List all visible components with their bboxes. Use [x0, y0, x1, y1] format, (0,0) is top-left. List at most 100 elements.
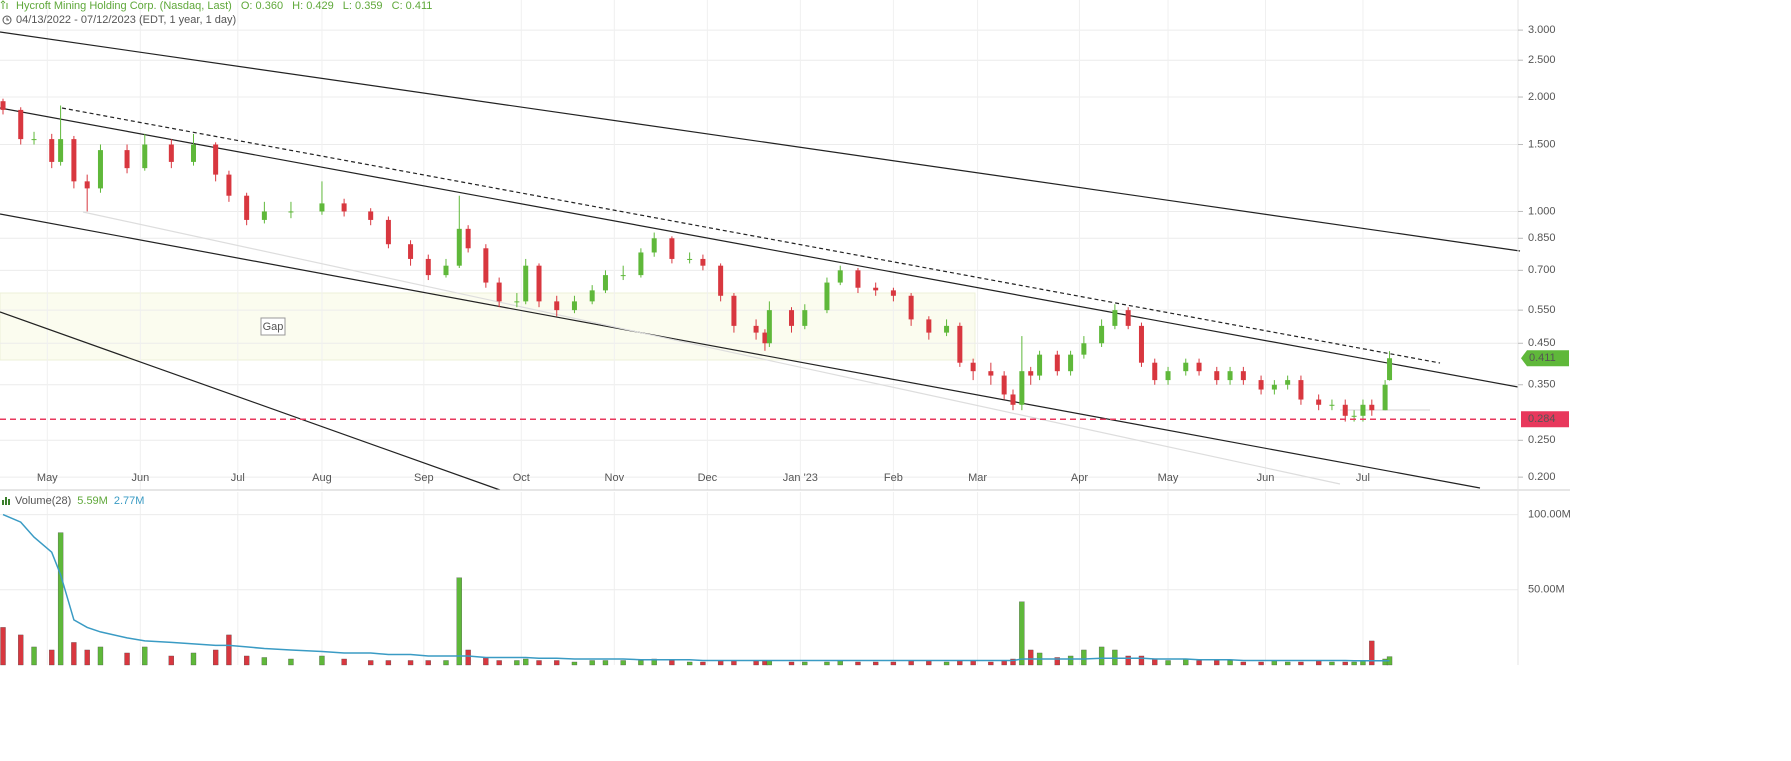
candle-body [873, 287, 879, 291]
candle-body [1214, 371, 1220, 381]
y-tick-label: 0.550 [1528, 304, 1556, 316]
quote: C: 0.411 [392, 0, 433, 12]
candle-body [97, 150, 103, 189]
volume-bar [1098, 646, 1105, 666]
candle-body [890, 290, 896, 296]
volume-bar [571, 661, 578, 666]
volume-bar [1382, 658, 1388, 666]
candle-body [1316, 399, 1322, 405]
candle-body [58, 139, 64, 162]
candle-body [1271, 384, 1277, 390]
volume-bar [1125, 655, 1131, 666]
candle-body [651, 238, 657, 253]
x-tick-label: Jul [1356, 472, 1370, 484]
candle-body [1240, 371, 1246, 381]
candle-body [988, 371, 994, 376]
volume-bar [1138, 655, 1145, 666]
volume-bar [536, 660, 542, 666]
volume-bar [0, 627, 6, 666]
x-tick-label: May [1158, 472, 1179, 484]
volume-bar [496, 660, 502, 666]
candle-body [1019, 371, 1025, 405]
candle-body [669, 238, 675, 259]
candle-body [620, 275, 626, 277]
volume-bar [1351, 661, 1357, 666]
header: Hycroft Mining Holding Corp. (Nasdaq, La… [16, 0, 432, 12]
candle-body [1329, 404, 1335, 406]
candle-body [1382, 384, 1388, 411]
volume-bar [385, 660, 392, 666]
candle-body [465, 228, 471, 249]
volume-bar [1067, 655, 1074, 666]
y-tick-label: 3.000 [1528, 24, 1556, 36]
clock-hands [6, 17, 9, 21]
x-tick-label: Jul [231, 472, 245, 484]
volume-bar [1010, 658, 1016, 666]
candle-body [554, 301, 560, 311]
x-tick-label: Feb [884, 472, 903, 484]
candle-body [514, 301, 520, 303]
volume-bar [1196, 660, 1202, 666]
candle-body [1285, 380, 1291, 385]
candle-body [190, 144, 196, 162]
candle-body [1360, 404, 1366, 416]
volume-bar [456, 577, 462, 666]
candle-body [700, 258, 706, 266]
volume-title: Volume(28) 5.59M 2.77M [15, 495, 144, 507]
candle-body [802, 310, 808, 326]
candle-body [456, 228, 462, 266]
volume-bar [1369, 640, 1375, 666]
candle-body [443, 265, 449, 276]
x-tick-label: Mar [968, 472, 987, 484]
volume-bar [84, 649, 90, 666]
volume-bar [71, 642, 77, 666]
y-tick-label: 0.200 [1528, 471, 1556, 483]
candle-body [1028, 371, 1034, 376]
volume-bar [855, 661, 861, 666]
candle-body [168, 144, 174, 162]
trendline [0, 311, 501, 491]
volume-last: 5.59M [77, 495, 108, 507]
x-tick-label: Nov [605, 472, 625, 484]
trendline [0, 31, 1521, 252]
volume-bar [669, 660, 675, 666]
candle-body [1037, 354, 1043, 376]
volume-bar [824, 661, 830, 666]
candle-body [425, 258, 431, 276]
candle-body [49, 139, 55, 162]
x-tick-label: Sep [414, 472, 434, 484]
volume-bar [1227, 660, 1233, 666]
y-tick-label: 2.000 [1528, 91, 1556, 103]
candle-body [571, 301, 577, 311]
candle-body [226, 174, 232, 196]
y-tick-label: 1.500 [1528, 138, 1556, 150]
candle-body [1081, 343, 1087, 355]
candle-body [731, 295, 737, 326]
volume-bar [1240, 661, 1247, 666]
chart-title: Hycroft Mining Holding Corp. (Nasdaq, La… [16, 0, 232, 12]
volume-ma: 2.77M [114, 495, 145, 507]
y-tick-label: 1.000 [1528, 205, 1556, 217]
volume-bar [1152, 658, 1158, 666]
trendline [0, 107, 1519, 388]
volume-bar [802, 661, 808, 666]
candle-body [638, 252, 644, 276]
candle-body [1258, 380, 1264, 390]
candle-body [1099, 325, 1105, 344]
candle-body [1227, 371, 1233, 381]
candle-body [1369, 404, 1375, 411]
volume-bar [602, 660, 609, 666]
candle-body [261, 211, 267, 220]
candle-body [1152, 362, 1158, 381]
volume-bar [1081, 649, 1087, 666]
volume-bar [1329, 661, 1335, 666]
volume-bar [1214, 660, 1220, 666]
volume-bar [226, 634, 232, 666]
candle-body [789, 310, 795, 326]
annotation: Gap [263, 321, 284, 333]
candle-body [31, 139, 37, 141]
candle-body [957, 325, 963, 363]
x-tick-label: Jun [1257, 472, 1275, 484]
volume-bar [483, 657, 489, 666]
